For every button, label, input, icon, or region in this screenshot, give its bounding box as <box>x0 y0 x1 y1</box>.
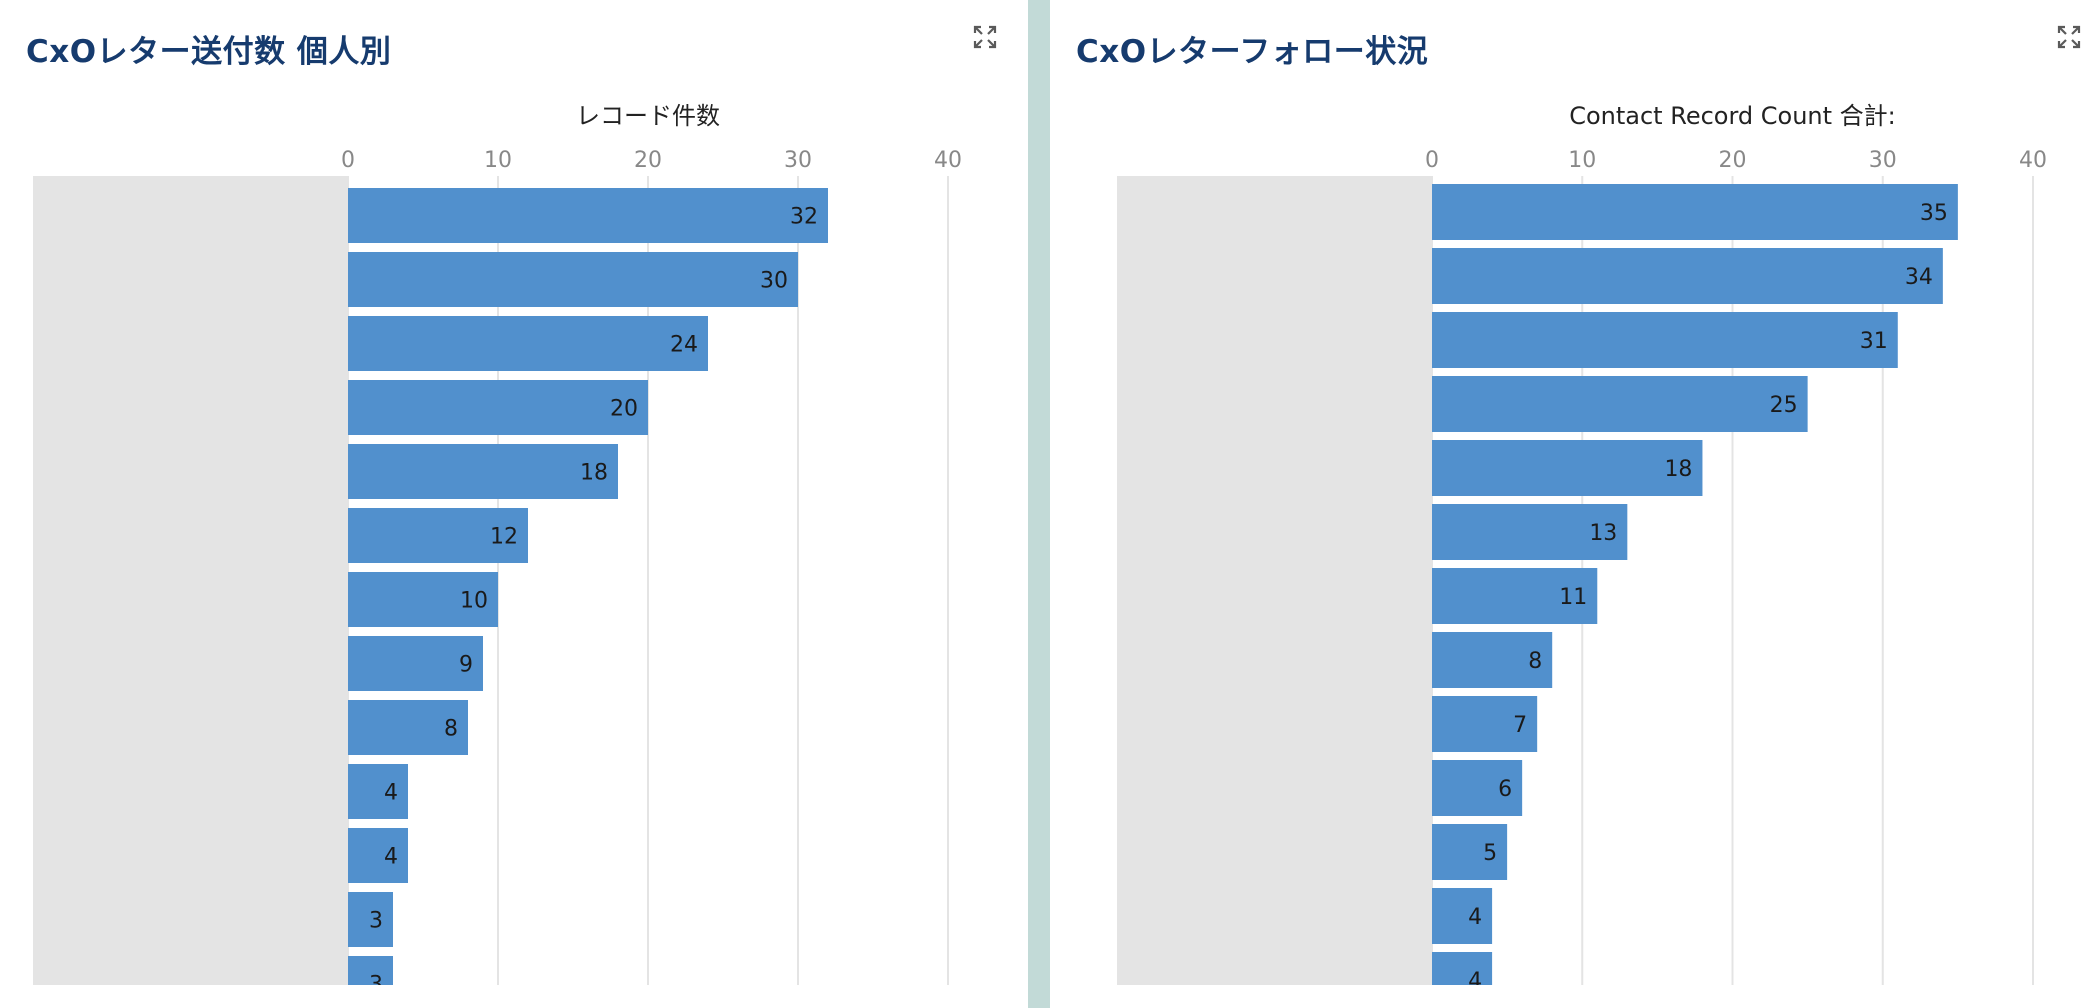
bar <box>348 636 483 691</box>
chart-panel-follow-status: CxOレターフォロー状況 Contact Record Count 合計: 0 10… <box>1050 0 2092 1008</box>
bar-value-label: 9 <box>459 653 473 678</box>
bar <box>348 444 618 499</box>
bar <box>348 188 828 243</box>
bar <box>348 892 393 947</box>
bar-value-label: 30 <box>760 269 788 294</box>
x-tick-label: 0 <box>341 148 355 173</box>
bar-value-label: 3 <box>369 973 383 998</box>
axis-title: レコード件数 <box>576 102 720 130</box>
category-label-area <box>33 176 348 985</box>
bar <box>1432 504 1628 560</box>
bar <box>1432 760 1523 816</box>
bar-value-label: 32 <box>790 205 818 230</box>
bar-value-label: 10 <box>460 589 488 614</box>
panel-title: CxOレター送付数 個人別 <box>26 34 392 70</box>
panel-title: CxOレターフォロー状況 <box>1076 34 1429 70</box>
bar <box>348 316 708 371</box>
bar <box>348 828 408 883</box>
x-tick-label: 40 <box>934 148 962 173</box>
bar-value-label: 20 <box>610 397 638 422</box>
bar-value-label: 6 <box>1498 777 1512 802</box>
bar-value-label: 35 <box>1920 201 1948 226</box>
bar-value-label: 12 <box>490 525 518 550</box>
bar-value-label: 4 <box>1468 905 1482 930</box>
bar <box>348 764 408 819</box>
bar-group: 32 30 24 20 18 12 10 9 8 4 4 3 3 <box>348 188 828 998</box>
bar <box>1432 632 1553 688</box>
bar <box>1432 312 1898 368</box>
bar <box>348 380 648 435</box>
bar-value-label: 25 <box>1770 393 1798 418</box>
chart-panel-letters-sent: CxOレター送付数 個人別 レコード件数 0 10 20 30 40 32 30 24 20 18 1… <box>0 0 1030 1008</box>
x-tick-label: 20 <box>1719 148 1747 173</box>
category-label-area <box>1117 176 1432 985</box>
bar-value-label: 3 <box>369 909 383 934</box>
x-tick-label: 40 <box>2019 148 2047 173</box>
panel-divider <box>1028 0 1050 1008</box>
bar-value-label: 4 <box>384 781 398 806</box>
bar-value-label: 4 <box>1468 969 1482 994</box>
expand-icon[interactable] <box>2056 24 2082 50</box>
expand-icon[interactable] <box>972 24 998 50</box>
x-tick-label: 10 <box>484 148 512 173</box>
bar <box>1432 696 1538 752</box>
bar <box>348 508 528 563</box>
bar <box>348 252 798 307</box>
bar-value-label: 31 <box>1860 329 1888 354</box>
x-tick-label: 30 <box>784 148 812 173</box>
bar-value-label: 8 <box>444 717 458 742</box>
bar <box>1432 952 1493 985</box>
bar-chart-letters-sent: レコード件数 0 10 20 30 40 32 30 24 20 18 12 10 9 8 4 4 3 3 <box>33 102 962 998</box>
bar <box>1432 824 1508 880</box>
bar <box>348 572 498 627</box>
x-tick-label: 20 <box>634 148 662 173</box>
bar-value-label: 13 <box>1589 521 1617 546</box>
bar-value-label: 11 <box>1559 585 1587 610</box>
bar-value-label: 5 <box>1483 841 1497 866</box>
x-tick-label: 10 <box>1568 148 1596 173</box>
bar-group: 35 34 31 25 18 13 11 8 7 6 5 4 4 <box>1432 184 1958 994</box>
bar-value-label: 18 <box>580 461 608 486</box>
bar-value-label: 34 <box>1905 265 1933 290</box>
bar <box>348 956 393 985</box>
bar-value-label: 4 <box>384 845 398 870</box>
bar <box>1432 376 1808 432</box>
bar-value-label: 24 <box>670 333 698 358</box>
bar-value-label: 7 <box>1513 713 1527 738</box>
bar <box>1432 248 1943 304</box>
bar-value-label: 8 <box>1528 649 1542 674</box>
bar <box>1432 888 1493 944</box>
x-tick-label: 0 <box>1425 148 1439 173</box>
bar-chart-follow-status: Contact Record Count 合計: 0 10 20 30 40 35 34 31 2… <box>1117 102 2047 994</box>
bar <box>348 700 468 755</box>
bar <box>1432 568 1598 624</box>
bar <box>1432 184 1958 240</box>
axis-title: Contact Record Count 合計: <box>1569 102 1896 130</box>
x-tick-label: 30 <box>1869 148 1897 173</box>
bar-value-label: 18 <box>1664 457 1692 482</box>
bar <box>1432 440 1703 496</box>
